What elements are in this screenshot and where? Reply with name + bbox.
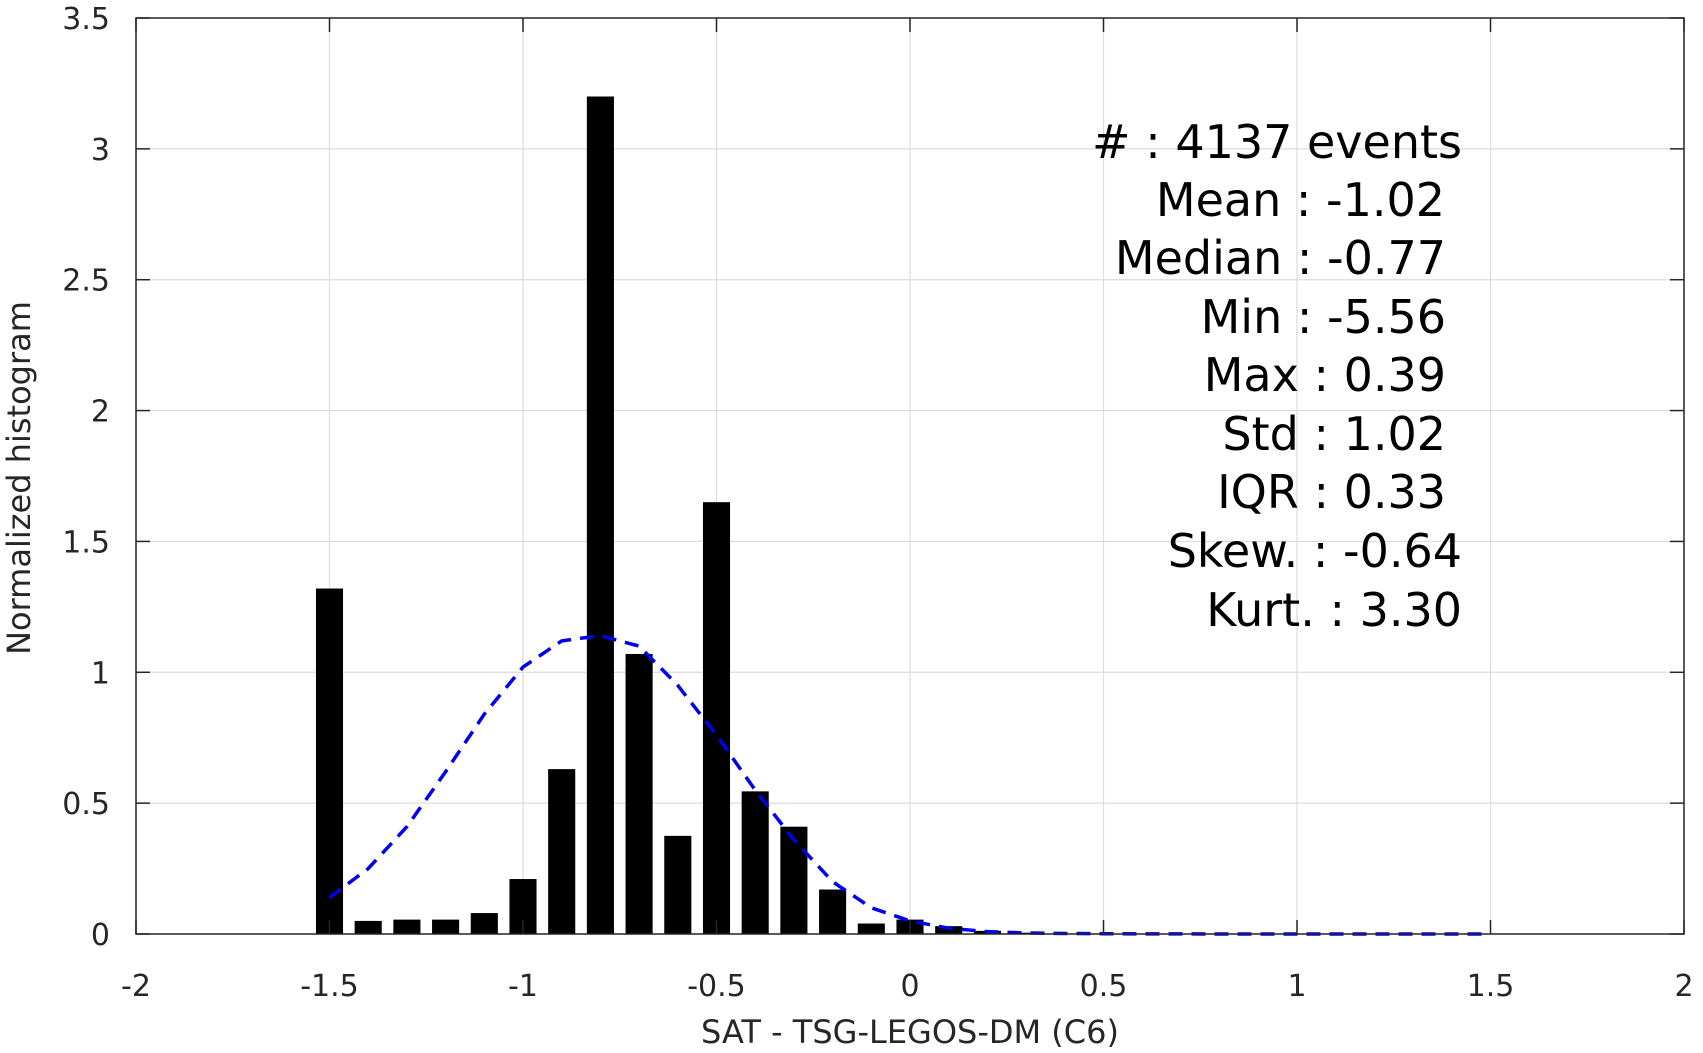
x-tick-label: 2	[1674, 969, 1693, 1004]
axis-ticks	[135, 17, 1685, 935]
histogram-bar	[857, 923, 885, 934]
y-tick-label: 1	[91, 656, 110, 691]
x-tick-label: 0.5	[1080, 969, 1128, 1004]
histogram-bar	[702, 502, 731, 934]
histogram-bar	[625, 653, 653, 934]
stat-skew: Skew. : -0.64	[1168, 524, 1462, 578]
histogram-bar	[780, 826, 808, 934]
x-tick-label: -2	[121, 969, 151, 1004]
y-tick-labels: 0 0.5 1 1.5 2 2.5 3 3.5	[62, 2, 110, 953]
stat-mean: Mean : -1.02	[1156, 173, 1445, 227]
stat-std: Std : 1.02	[1222, 407, 1446, 461]
x-tick-label: 1	[1287, 969, 1306, 1004]
y-tick-label: 1.5	[62, 525, 110, 560]
histogram-bar	[935, 926, 963, 934]
histogram-bar	[586, 96, 614, 934]
stat-min: Min : -5.56	[1201, 290, 1446, 344]
histogram-bar	[664, 835, 692, 934]
x-tick-label: -1.5	[300, 969, 359, 1004]
x-axis-label: SAT - TSG-LEGOS-DM (C6)	[701, 1013, 1119, 1051]
y-tick-label: 0	[91, 918, 110, 953]
y-tick-label: 2	[91, 395, 110, 430]
histogram-bar	[819, 889, 847, 934]
y-axis-label: Normalized histogram	[0, 301, 38, 655]
histogram-bar	[741, 791, 769, 934]
y-tick-label: 0.5	[62, 787, 110, 822]
histogram-bar	[548, 769, 576, 934]
y-tick-label: 3	[91, 133, 110, 168]
stat-iqr: IQR : 0.33	[1217, 465, 1446, 519]
statistics-annotation: # : 4137 events Mean : -1.02 Median : -0…	[1092, 115, 1462, 637]
x-tick-label: -1	[508, 969, 538, 1004]
histogram-bar	[354, 920, 382, 934]
x-tick-labels: -2 -1.5 -1 -0.5 0 0.5 1 1.5 2	[121, 969, 1694, 1004]
histogram-bar	[315, 588, 344, 934]
y-tick-label: 3.5	[62, 2, 110, 37]
x-tick-label: -0.5	[687, 969, 746, 1004]
y-tick-label: 2.5	[62, 264, 110, 299]
stat-max: Max : 0.39	[1204, 348, 1446, 402]
histogram-bar	[470, 913, 498, 934]
histogram-bar	[393, 919, 421, 934]
x-tick-label: 0	[900, 969, 919, 1004]
stat-kurt: Kurt. : 3.30	[1206, 583, 1462, 637]
x-tick-label: 1.5	[1467, 969, 1515, 1004]
histogram-bar	[432, 919, 460, 934]
stat-count: # : 4137 events	[1092, 115, 1462, 169]
stat-median: Median : -0.77	[1115, 231, 1446, 285]
histogram-bars	[315, 96, 1040, 934]
